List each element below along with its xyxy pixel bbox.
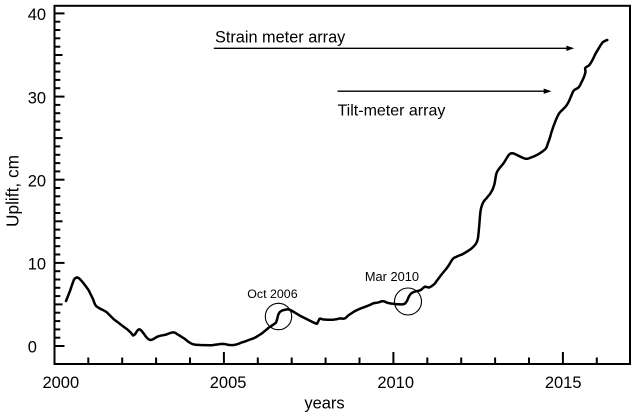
svg-text:2000: 2000 [42, 374, 79, 392]
svg-text:20: 20 [28, 172, 46, 190]
svg-text:2010: 2010 [377, 374, 414, 392]
svg-text:10: 10 [28, 256, 46, 274]
svg-text:Uplift, cm: Uplift, cm [3, 155, 23, 227]
svg-text:Oct 2006: Oct 2006 [247, 287, 297, 301]
svg-text:40: 40 [28, 6, 46, 24]
svg-text:0: 0 [28, 339, 37, 357]
svg-text:Tilt-meter array: Tilt-meter array [338, 103, 446, 120]
svg-text:Strain meter array: Strain meter array [215, 29, 346, 47]
svg-text:2005: 2005 [210, 374, 247, 392]
svg-text:years: years [304, 395, 344, 413]
svg-text:Mar 2010: Mar 2010 [365, 269, 419, 284]
svg-text:2015: 2015 [545, 374, 582, 392]
svg-text:30: 30 [28, 89, 46, 107]
